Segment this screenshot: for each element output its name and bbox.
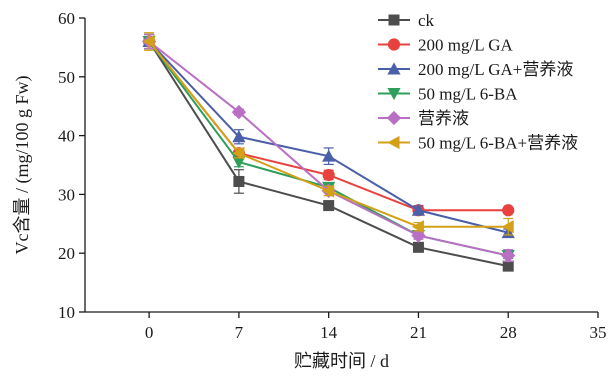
legend-marker	[388, 14, 400, 26]
data-point	[232, 146, 245, 160]
data-point	[501, 248, 516, 263]
x-tick-label: 0	[145, 323, 154, 342]
data-point	[232, 130, 246, 143]
y-tick-label: 30	[58, 185, 75, 204]
legend-item-3: 50 mg/L 6-BA	[378, 85, 518, 104]
legend-item-0: ck	[378, 11, 435, 30]
y-tick-label: 20	[58, 244, 75, 263]
legend: ck 200 mg/L GA 200 mg/L GA+营养液 50 mg/L 6-BA…	[378, 11, 578, 153]
x-tick-label: 7	[235, 323, 244, 342]
data-point	[322, 184, 335, 198]
data-point	[411, 220, 424, 234]
x-axis-title: 贮藏时间 / d	[294, 351, 389, 371]
data-point	[411, 203, 426, 216]
legend-item-4: 营养液	[378, 109, 469, 128]
x-tick-label: 35	[590, 323, 607, 342]
legend-item-2: 200 mg/L GA+营养液	[378, 60, 573, 79]
legend-label: 50 mg/L 6-BA	[418, 85, 518, 104]
legend-marker	[387, 135, 400, 150]
legend-label: 50 mg/L 6-BA+营养液	[418, 134, 578, 153]
legend-item-5: 50 mg/L 6-BA+营养液	[378, 134, 578, 153]
series-layer	[141, 32, 516, 272]
legend-label: 营养液	[418, 109, 469, 128]
y-tick-label: 40	[58, 127, 75, 146]
data-point	[142, 34, 155, 49]
legend-marker	[387, 62, 401, 75]
data-point	[412, 241, 424, 253]
legend-marker	[387, 88, 401, 101]
series-5	[142, 32, 514, 236]
data-point	[232, 156, 246, 169]
data-point	[322, 149, 336, 162]
legend-item-1: 200 mg/L GA	[378, 36, 513, 55]
data-point	[323, 200, 335, 212]
axes: 10 20 30 40 50 60 0 7 14 21 28 35	[58, 9, 607, 342]
y-tick-label: 60	[58, 9, 75, 28]
legend-label: 200 mg/L GA+营养液	[418, 60, 573, 79]
x-tick-label: 14	[320, 323, 338, 342]
legend-marker	[387, 38, 401, 51]
y-tick-label: 10	[58, 303, 75, 322]
data-point	[322, 168, 335, 182]
y-tick-label: 50	[58, 68, 75, 87]
data-point	[502, 204, 515, 217]
x-tick-label: 21	[410, 323, 427, 342]
data-point	[502, 260, 514, 272]
data-point	[233, 175, 245, 187]
data-point	[501, 220, 514, 234]
legend-marker	[386, 110, 402, 126]
y-axis-title: Vc含量 / (mg/100 g Fw)	[12, 76, 33, 255]
legend-label: ck	[418, 11, 435, 30]
data-point	[231, 104, 247, 120]
x-tick-label: 28	[500, 323, 517, 342]
legend-label: 200 mg/L GA	[418, 36, 513, 55]
